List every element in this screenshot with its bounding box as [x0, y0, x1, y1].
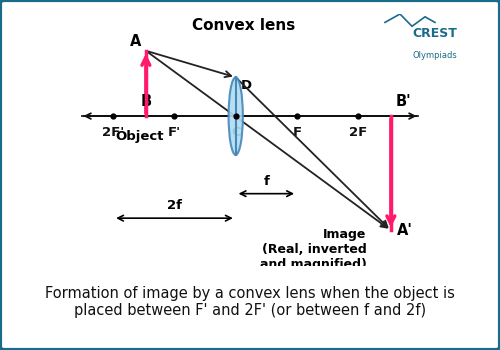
Text: B': B' — [396, 94, 411, 109]
Text: A': A' — [397, 223, 413, 238]
Text: 2F': 2F' — [102, 126, 124, 139]
Text: 2f: 2f — [167, 199, 182, 212]
Ellipse shape — [228, 77, 243, 155]
Text: 2F: 2F — [349, 126, 368, 139]
Text: Formation of image by a convex lens when the object is
placed between F' and 2F': Formation of image by a convex lens when… — [45, 286, 455, 318]
Text: Olympiads: Olympiads — [412, 51, 458, 61]
FancyBboxPatch shape — [2, 263, 498, 344]
Text: D: D — [240, 79, 252, 92]
Text: F': F' — [168, 126, 181, 139]
Text: CREST: CREST — [412, 27, 458, 40]
Text: Image
(Real, inverted
and magnified): Image (Real, inverted and magnified) — [260, 229, 366, 271]
Text: Convex lens: Convex lens — [192, 18, 296, 33]
Text: B: B — [140, 94, 151, 109]
Text: Object: Object — [116, 131, 164, 144]
Text: f: f — [264, 175, 270, 188]
Text: C: C — [231, 126, 240, 139]
Text: A: A — [130, 34, 141, 49]
Text: F: F — [292, 126, 302, 139]
